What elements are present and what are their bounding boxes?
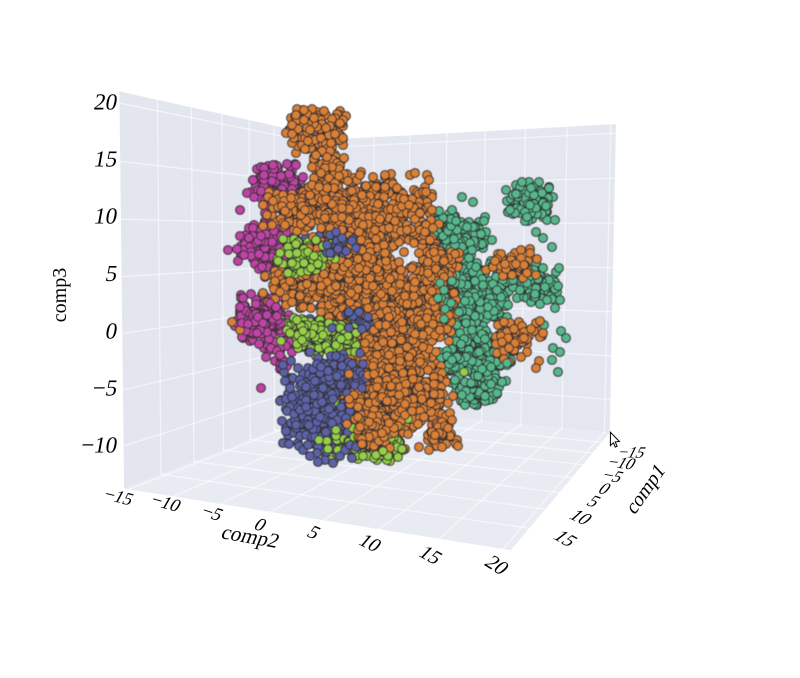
svg-text:0: 0 xyxy=(103,319,119,345)
svg-text:15: 15 xyxy=(414,542,447,568)
svg-text:5: 5 xyxy=(302,522,325,544)
svg-text:20: 20 xyxy=(480,551,515,579)
svg-text:15: 15 xyxy=(548,527,583,550)
svg-text:−10: −10 xyxy=(79,433,119,459)
svg-text:comp3: comp3 xyxy=(49,268,71,322)
svg-text:−5: −5 xyxy=(197,501,227,525)
svg-text:−15: −15 xyxy=(615,443,649,462)
svg-text:−10: −10 xyxy=(604,452,641,473)
svg-text:10: 10 xyxy=(92,204,120,230)
svg-text:20: 20 xyxy=(92,90,120,116)
svg-text:10: 10 xyxy=(354,530,386,556)
svg-text:−5: −5 xyxy=(90,376,119,402)
svg-text:5: 5 xyxy=(103,261,119,287)
svg-text:15: 15 xyxy=(92,147,120,173)
svg-text:comp2: comp2 xyxy=(218,520,283,552)
svg-text:10: 10 xyxy=(564,507,597,529)
